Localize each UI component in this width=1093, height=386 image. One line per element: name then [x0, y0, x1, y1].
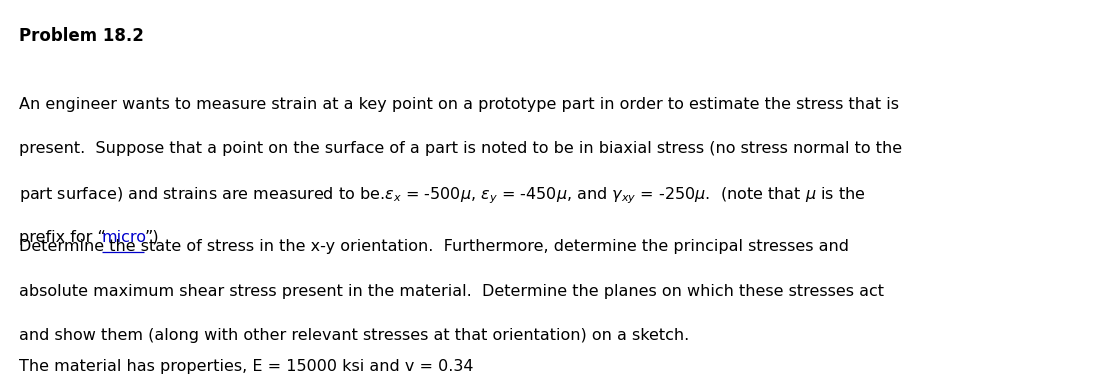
Text: and show them (along with other relevant stresses at that orientation) on a sket: and show them (along with other relevant…	[19, 328, 689, 343]
Text: present.  Suppose that a point on the surface of a part is noted to be in biaxia: present. Suppose that a point on the sur…	[19, 141, 902, 156]
Text: An engineer wants to measure strain at a key point on a prototype part in order : An engineer wants to measure strain at a…	[19, 96, 898, 112]
Text: absolute maximum shear stress present in the material.  Determine the planes on : absolute maximum shear stress present in…	[19, 284, 884, 299]
Text: ”): ”)	[144, 230, 160, 245]
Text: Determine the state of stress in the x-y orientation.  Furthermore, determine th: Determine the state of stress in the x-y…	[19, 239, 849, 254]
Text: prefix for “: prefix for “	[19, 230, 106, 245]
Text: part surface) and strains are measured to be.$\varepsilon_x$ = -500$\mu$, $\vare: part surface) and strains are measured t…	[19, 185, 866, 206]
Text: micro: micro	[102, 230, 146, 245]
Text: The material has properties, E = 15000 ksi and v = 0.34: The material has properties, E = 15000 k…	[19, 359, 473, 374]
Text: Problem 18.2: Problem 18.2	[19, 27, 143, 45]
